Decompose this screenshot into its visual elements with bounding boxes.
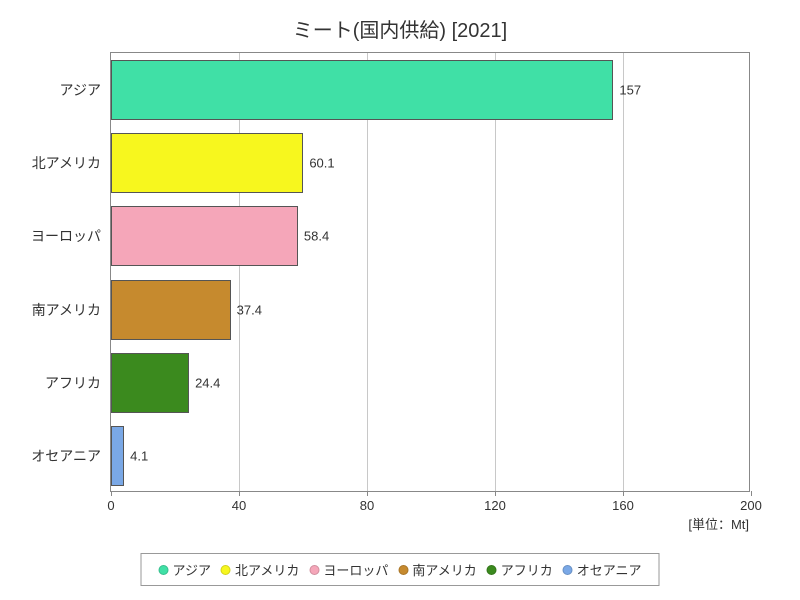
x-tick-mark [623, 491, 624, 496]
bar [111, 426, 124, 486]
y-axis-label: 北アメリカ [1, 153, 101, 173]
bar [111, 133, 303, 193]
bar [111, 280, 231, 340]
legend-label: アフリカ [501, 560, 553, 579]
legend-label: ヨーロッパ [323, 560, 388, 579]
chart-title: ミート(国内供給) [2021] [0, 14, 800, 43]
y-axis-label: アフリカ [1, 373, 101, 393]
bar-value-label: 157 [619, 82, 641, 97]
y-axis-label: アジア [1, 80, 101, 100]
bar-row: アフリカ24.4 [111, 346, 749, 419]
bar-value-label: 60.1 [309, 155, 334, 170]
legend-item: アフリカ [487, 560, 553, 579]
legend-marker [221, 565, 231, 575]
legend-item: ヨーロッパ [309, 560, 388, 579]
x-axis-unit-label: [単位：Mt] [688, 514, 749, 533]
y-axis-label: ヨーロッパ [1, 226, 101, 246]
bar [111, 206, 298, 266]
x-tick-mark [239, 491, 240, 496]
legend-label: オセアニア [577, 560, 642, 579]
legend-item: 南アメリカ [398, 560, 476, 579]
legend: アジア 北アメリカ ヨーロッパ 南アメリカ アフリカ オセアニア [141, 553, 660, 586]
bar-row: オセアニア4.1 [111, 420, 749, 493]
legend-marker [309, 565, 319, 575]
bar [111, 353, 189, 413]
legend-item: アジア [159, 560, 211, 579]
y-axis-label: オセアニア [1, 446, 101, 466]
bar-row: アジア157 [111, 53, 749, 126]
x-tick-label: 80 [360, 498, 374, 513]
chart-container: ミート(国内供給) [2021] アジア157北アメリカ60.1ヨーロッパ58.… [0, 0, 800, 600]
x-tick-label: 0 [107, 498, 114, 513]
x-tick-mark [751, 491, 752, 496]
legend-marker [398, 565, 408, 575]
bar-row: ヨーロッパ58.4 [111, 200, 749, 273]
legend-item: オセアニア [563, 560, 642, 579]
y-axis-label: 南アメリカ [1, 300, 101, 320]
x-tick-mark [367, 491, 368, 496]
legend-marker [487, 565, 497, 575]
x-tick-label: 200 [740, 498, 762, 513]
x-tick-label: 40 [232, 498, 246, 513]
legend-label: 南アメリカ [412, 560, 476, 579]
x-tick-mark [495, 491, 496, 496]
legend-label: アジア [173, 560, 211, 579]
bar [111, 60, 613, 120]
bar-value-label: 37.4 [237, 302, 262, 317]
bar-value-label: 24.4 [195, 375, 220, 390]
legend-marker [159, 565, 169, 575]
x-tick-mark [111, 491, 112, 496]
x-tick-label: 120 [484, 498, 506, 513]
bar-row: 南アメリカ37.4 [111, 273, 749, 346]
legend-marker [563, 565, 573, 575]
bar-value-label: 58.4 [304, 229, 329, 244]
x-tick-label: 160 [612, 498, 634, 513]
legend-item: 北アメリカ [221, 560, 299, 579]
plot-area: アジア157北アメリカ60.1ヨーロッパ58.4南アメリカ37.4アフリカ24.… [110, 52, 750, 492]
bar-row: 北アメリカ60.1 [111, 126, 749, 199]
legend-label: 北アメリカ [235, 560, 299, 579]
bar-value-label: 4.1 [130, 449, 148, 464]
